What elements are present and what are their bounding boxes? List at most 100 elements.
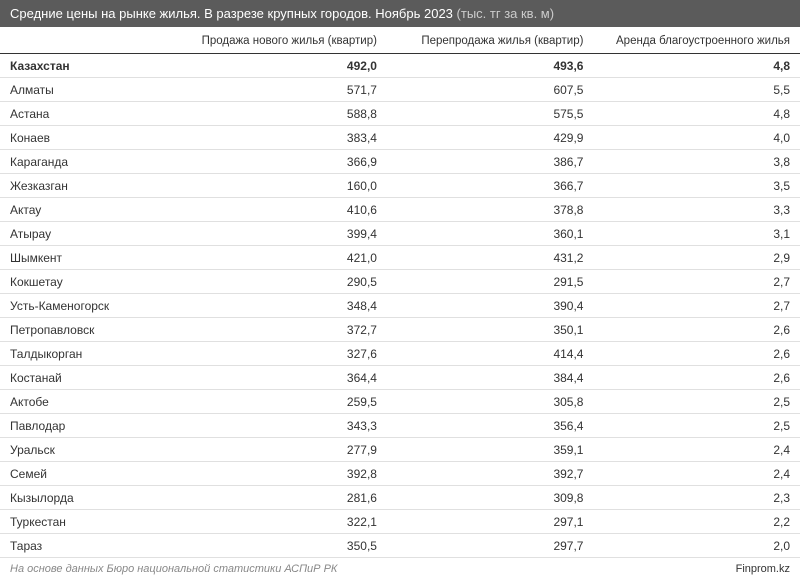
- cell-new-sale: 259,5: [180, 390, 387, 414]
- cell-city: Конаев: [0, 126, 180, 150]
- cell-city: Семей: [0, 462, 180, 486]
- cell-new-sale: 160,0: [180, 174, 387, 198]
- table-row: Казахстан492,0493,64,8: [0, 54, 800, 78]
- cell-resale: 350,1: [387, 318, 594, 342]
- table-row: Павлодар343,3356,42,5: [0, 414, 800, 438]
- cell-rent: 5,5: [593, 78, 800, 102]
- cell-resale: 386,7: [387, 150, 594, 174]
- cell-rent: 4,0: [593, 126, 800, 150]
- table-row: Алматы571,7607,55,5: [0, 78, 800, 102]
- cell-resale: 414,4: [387, 342, 594, 366]
- col-header-resale: Перепродажа жилья (квартир): [387, 27, 594, 54]
- cell-new-sale: 588,8: [180, 102, 387, 126]
- cell-rent: 2,4: [593, 438, 800, 462]
- table-body: Казахстан492,0493,64,8Алматы571,7607,55,…: [0, 54, 800, 558]
- cell-rent: 2,0: [593, 534, 800, 558]
- cell-resale: 607,5: [387, 78, 594, 102]
- cell-new-sale: 383,4: [180, 126, 387, 150]
- cell-rent: 4,8: [593, 54, 800, 78]
- cell-resale: 392,7: [387, 462, 594, 486]
- cell-city: Шымкент: [0, 246, 180, 270]
- cell-new-sale: 343,3: [180, 414, 387, 438]
- table-header-bar: Средние цены на рынке жилья. В разрезе к…: [0, 0, 800, 27]
- cell-new-sale: 571,7: [180, 78, 387, 102]
- cell-resale: 305,8: [387, 390, 594, 414]
- cell-city: Казахстан: [0, 54, 180, 78]
- cell-city: Караганда: [0, 150, 180, 174]
- table-row: Уральск277,9359,12,4: [0, 438, 800, 462]
- table-row: Тараз350,5297,72,0: [0, 534, 800, 558]
- price-table: Продажа нового жилья (квартир) Перепрода…: [0, 27, 800, 558]
- table-row: Костанай364,4384,42,6: [0, 366, 800, 390]
- cell-resale: 291,5: [387, 270, 594, 294]
- cell-new-sale: 492,0: [180, 54, 387, 78]
- cell-city: Алматы: [0, 78, 180, 102]
- cell-rent: 2,5: [593, 414, 800, 438]
- table-row: Атырау399,4360,13,1: [0, 222, 800, 246]
- cell-resale: 359,1: [387, 438, 594, 462]
- table-row: Талдыкорган327,6414,42,6: [0, 342, 800, 366]
- col-header-city: [0, 27, 180, 54]
- cell-new-sale: 281,6: [180, 486, 387, 510]
- cell-new-sale: 410,6: [180, 198, 387, 222]
- table-row: Астана588,8575,54,8: [0, 102, 800, 126]
- cell-city: Атырау: [0, 222, 180, 246]
- header-subtitle: (тыс. тг за кв. м): [457, 6, 555, 21]
- cell-new-sale: 327,6: [180, 342, 387, 366]
- cell-city: Тараз: [0, 534, 180, 558]
- col-header-rent: Аренда благоустроенного жилья: [593, 27, 800, 54]
- cell-resale: 366,7: [387, 174, 594, 198]
- cell-city: Кокшетау: [0, 270, 180, 294]
- cell-resale: 575,5: [387, 102, 594, 126]
- cell-resale: 390,4: [387, 294, 594, 318]
- cell-rent: 3,8: [593, 150, 800, 174]
- table-row: Семей392,8392,72,4: [0, 462, 800, 486]
- footer-brand: Finprom.kz: [736, 563, 790, 575]
- cell-city: Талдыкорган: [0, 342, 180, 366]
- cell-resale: 356,4: [387, 414, 594, 438]
- cell-rent: 4,8: [593, 102, 800, 126]
- cell-rent: 2,7: [593, 270, 800, 294]
- table-row: Актобе259,5305,82,5: [0, 390, 800, 414]
- cell-new-sale: 364,4: [180, 366, 387, 390]
- cell-rent: 2,4: [593, 462, 800, 486]
- cell-rent: 2,3: [593, 486, 800, 510]
- table-row: Туркестан322,1297,12,2: [0, 510, 800, 534]
- price-table-container: Продажа нового жилья (квартир) Перепрода…: [0, 27, 800, 558]
- table-row: Усть-Каменогорск348,4390,42,7: [0, 294, 800, 318]
- table-row: Конаев383,4429,94,0: [0, 126, 800, 150]
- cell-new-sale: 421,0: [180, 246, 387, 270]
- cell-new-sale: 348,4: [180, 294, 387, 318]
- cell-city: Павлодар: [0, 414, 180, 438]
- cell-city: Кызылорда: [0, 486, 180, 510]
- cell-city: Актобе: [0, 390, 180, 414]
- cell-new-sale: 322,1: [180, 510, 387, 534]
- cell-resale: 360,1: [387, 222, 594, 246]
- table-row: Петропавловск372,7350,12,6: [0, 318, 800, 342]
- cell-new-sale: 372,7: [180, 318, 387, 342]
- cell-new-sale: 366,9: [180, 150, 387, 174]
- header-title: Средние цены на рынке жилья. В разрезе к…: [10, 6, 453, 21]
- cell-rent: 3,5: [593, 174, 800, 198]
- cell-rent: 3,1: [593, 222, 800, 246]
- cell-rent: 2,5: [593, 390, 800, 414]
- cell-resale: 429,9: [387, 126, 594, 150]
- cell-resale: 378,8: [387, 198, 594, 222]
- cell-city: Туркестан: [0, 510, 180, 534]
- footer-source: На основе данных Бюро национальной стати…: [10, 563, 337, 575]
- cell-city: Актау: [0, 198, 180, 222]
- cell-new-sale: 350,5: [180, 534, 387, 558]
- cell-rent: 2,6: [593, 342, 800, 366]
- cell-city: Жезказган: [0, 174, 180, 198]
- cell-rent: 2,6: [593, 366, 800, 390]
- cell-city: Петропавловск: [0, 318, 180, 342]
- cell-resale: 384,4: [387, 366, 594, 390]
- cell-rent: 2,6: [593, 318, 800, 342]
- table-row: Караганда366,9386,73,8: [0, 150, 800, 174]
- table-row: Актау410,6378,83,3: [0, 198, 800, 222]
- cell-new-sale: 392,8: [180, 462, 387, 486]
- cell-city: Астана: [0, 102, 180, 126]
- table-row: Кокшетау290,5291,52,7: [0, 270, 800, 294]
- footer: На основе данных Бюро национальной стати…: [0, 558, 800, 580]
- cell-new-sale: 277,9: [180, 438, 387, 462]
